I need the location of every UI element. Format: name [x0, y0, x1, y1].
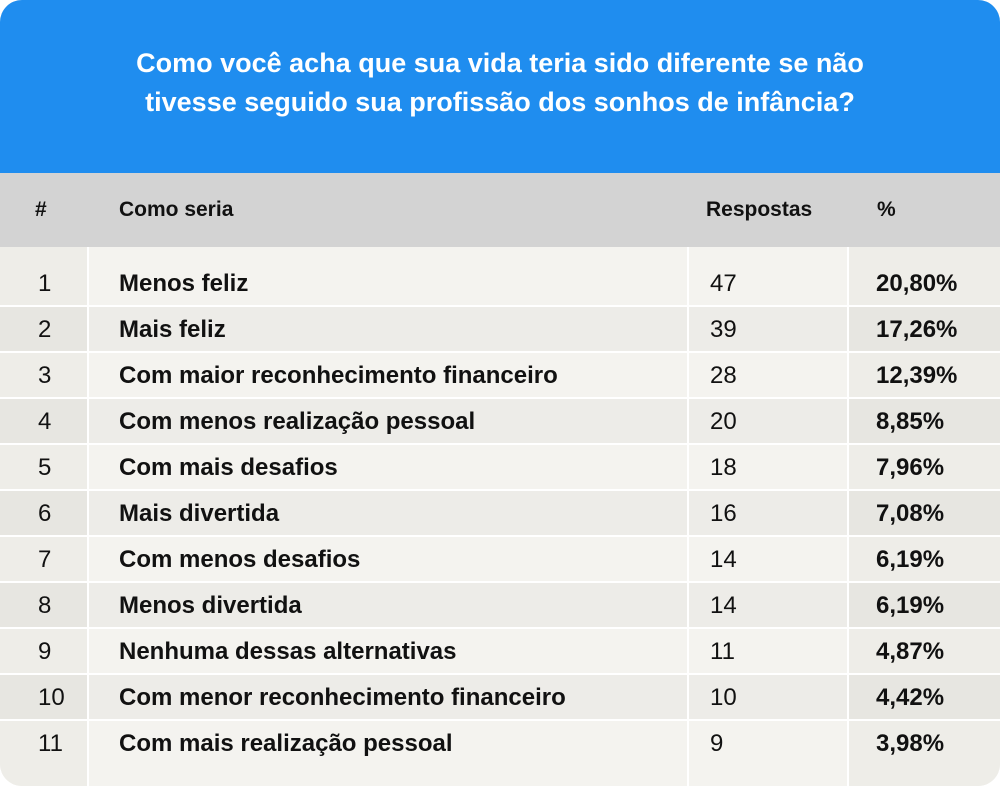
- row-rank: 11: [38, 730, 63, 757]
- percent-column-shade: [847, 247, 1000, 786]
- row-label: Menos feliz: [119, 270, 249, 297]
- row-rank: 7: [38, 546, 52, 573]
- table-row: 5 Com mais desafios 18 7,96%: [0, 445, 1000, 491]
- row-label: Com menor reconhecimento financeiro: [119, 684, 566, 711]
- title-line-1: Como você acha que sua vida teria sido d…: [136, 47, 864, 78]
- row-percent: 12,39%: [876, 362, 958, 389]
- row-responses: 28: [710, 362, 737, 389]
- table-row: 4 Com menos realização pessoal 20 8,85%: [0, 399, 1000, 445]
- row-rank: 10: [38, 684, 65, 711]
- row-separator: [0, 351, 1000, 353]
- row-responses: 18: [710, 454, 737, 481]
- row-rank: 5: [38, 454, 52, 481]
- title-banner: Como você acha que sua vida teria sido d…: [0, 0, 1000, 173]
- row-responses: 11: [710, 638, 735, 665]
- row-separator: [0, 627, 1000, 629]
- row-responses: 47: [710, 270, 737, 297]
- header-responses: Respostas: [706, 198, 813, 221]
- row-rank: 6: [38, 500, 52, 527]
- header-rank: #: [35, 198, 47, 221]
- row-percent: 4,87%: [876, 638, 945, 665]
- row-percent: 7,08%: [876, 500, 945, 527]
- row-responses: 14: [710, 546, 737, 573]
- row-responses: 14: [710, 592, 737, 619]
- row-separator: [0, 719, 1000, 721]
- row-separator: [0, 581, 1000, 583]
- column-divider: [687, 247, 689, 786]
- row-responses: 10: [710, 684, 737, 711]
- row-separator: [0, 535, 1000, 537]
- row-label: Menos divertida: [119, 592, 302, 619]
- row-percent: 8,85%: [876, 408, 945, 435]
- table-row: 7 Com menos desafios 14 6,19%: [0, 537, 1000, 583]
- row-separator: [0, 305, 1000, 307]
- table-row: 6 Mais divertida 16 7,08%: [0, 491, 1000, 537]
- row-rank: 1: [38, 270, 52, 297]
- row-label: Com maior reconhecimento financeiro: [119, 362, 558, 389]
- row-rank: 9: [38, 638, 52, 665]
- header-percent: %: [877, 198, 896, 221]
- row-percent: 20,80%: [876, 270, 958, 297]
- row-label: Nenhuma dessas alternativas: [119, 638, 457, 665]
- row-responses: 20: [710, 408, 737, 435]
- row-label: Mais divertida: [119, 500, 280, 527]
- row-percent: 3,98%: [876, 730, 945, 757]
- row-percent: 6,19%: [876, 546, 945, 573]
- row-percent: 4,42%: [876, 684, 945, 711]
- row-label: Mais feliz: [119, 316, 226, 343]
- header-label: Como seria: [119, 198, 234, 221]
- table-row: 3 Com maior reconhecimento financeiro 28 12…: [0, 353, 1000, 399]
- row-separator: [0, 443, 1000, 445]
- table-row: 10 Com menor reconhecimento financeiro 10 4…: [0, 675, 1000, 721]
- row-label: Com mais realização pessoal: [119, 730, 453, 757]
- row-responses: 16: [710, 500, 737, 527]
- column-divider: [87, 247, 89, 786]
- table-body: 1 Menos feliz 47 20,80% 2 Mais feliz 39 17,26% 3…: [0, 247, 1000, 786]
- row-rank: 8: [38, 592, 52, 619]
- row-percent: 6,19%: [876, 592, 945, 619]
- row-responses: 9: [710, 730, 724, 757]
- column-divider: [847, 247, 849, 786]
- table-row: 8 Menos divertida 14 6,19%: [0, 583, 1000, 629]
- row-separator: [0, 397, 1000, 399]
- row-percent: 7,96%: [876, 454, 945, 481]
- row-percent: 17,26%: [876, 316, 958, 343]
- row-rank: 2: [38, 316, 52, 343]
- title-line-2: tivesse seguido sua profissão dos sonhos…: [145, 86, 855, 117]
- row-rank: 4: [38, 408, 52, 435]
- row-label: Com menos realização pessoal: [119, 408, 476, 435]
- table-row: 1 Menos feliz 47 20,80%: [0, 261, 1000, 307]
- table-row: 9 Nenhuma dessas alternativas 11 4,87%: [0, 629, 1000, 675]
- table-row: 11 Com mais realização pessoal 9 3,98%: [0, 721, 1000, 767]
- row-separator: [0, 673, 1000, 675]
- row-rank: 3: [38, 362, 52, 389]
- row-separator: [0, 489, 1000, 491]
- table-row: 2 Mais feliz 39 17,26%: [0, 307, 1000, 353]
- row-label: Com mais desafios: [119, 454, 338, 481]
- row-responses: 39: [710, 316, 737, 343]
- table-header: # Como seria Respostas %: [0, 173, 1000, 247]
- row-label: Com menos desafios: [119, 546, 361, 573]
- rank-column-shade: [0, 247, 87, 786]
